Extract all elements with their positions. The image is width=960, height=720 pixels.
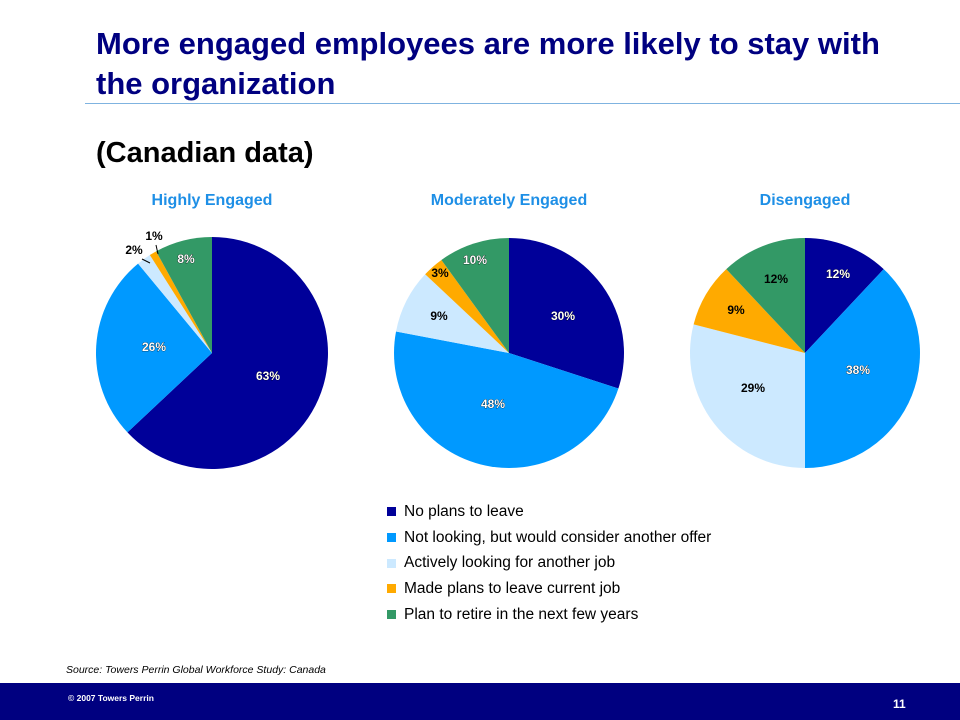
legend-label: Not looking, but would consider another … [404,528,712,546]
pie-title-highly-engaged: Highly Engaged [151,192,273,209]
page-title: More engaged employees are more likely t… [96,26,880,101]
data-label: 9% [430,309,448,323]
data-label: 3% [431,266,449,280]
data-label: 9% [727,303,745,317]
data-label: 26% [142,340,166,354]
pie-slice [805,238,884,353]
pie-slice [396,274,509,353]
legend-swatch [387,507,396,517]
pie-slice [138,255,212,353]
pie-slice [509,238,624,389]
legend-label: Actively looking for another job [404,554,616,572]
data-label: 63% [256,369,280,383]
legend-item: Actively looking for another job [387,550,711,576]
data-label: 8% [177,252,195,266]
pie-slice [95,263,212,433]
data-label: 10% [463,253,487,267]
pie-chart: 12% 38% 29% 9% 12% [689,238,920,468]
pie-slice [726,238,805,353]
data-label: 12% [826,267,850,281]
data-label: 12% [764,272,788,286]
chart-legend: No plans to leave Not looking, but would … [387,499,711,627]
pie-slice [425,259,509,353]
pie-chart: 63% 26% 2%1% 8% [95,229,328,469]
footer-bar: © 2007 Towers Perrin 11 [0,683,960,720]
legend-label: Made plans to leave current job [404,579,621,597]
legend-item: Made plans to leave current job [387,576,711,602]
data-label: 2% [125,243,143,257]
pie-slice [127,237,328,469]
pie-slice [149,251,212,353]
data-label: 30% [551,309,575,323]
data-label: 48% [481,397,505,411]
legend-swatch [387,533,396,543]
pie-slice [441,237,509,353]
pie-title-disengaged: Disengaged [759,192,851,209]
label-leader-line [141,258,151,264]
page-subtitle: (Canadian data) [96,137,314,169]
data-label: 1% [145,229,163,243]
legend-label: Plan to retire in the next few years [404,605,639,623]
source-note: Source: Towers Perrin Global Workforce S… [66,664,326,676]
legend-item: Not looking, but would consider another … [387,525,711,551]
legend-label: No plans to leave [404,502,524,520]
legend-item: Plan to retire in the next few years [387,602,711,628]
data-label: 38% [846,363,870,377]
title-divider [85,103,960,104]
legend-swatch [387,558,396,568]
legend-swatch [387,610,396,620]
legend-item: No plans to leave [387,499,711,525]
page-number: 11 [893,697,906,711]
copyright-text: © 2007 Towers Perrin [68,693,154,703]
data-label: 29% [741,381,765,395]
pie-slice [693,269,805,353]
legend-swatch [387,584,396,594]
pie-slice [394,331,619,468]
pie-slice [156,237,212,353]
label-leader-line [155,244,159,255]
pie-chart: 30% 48% 9% 3% 10% [394,237,624,468]
pie-slice [805,269,920,468]
pie-slice [689,324,805,468]
pie-title-moderately-engaged: Moderately Engaged [430,192,588,209]
